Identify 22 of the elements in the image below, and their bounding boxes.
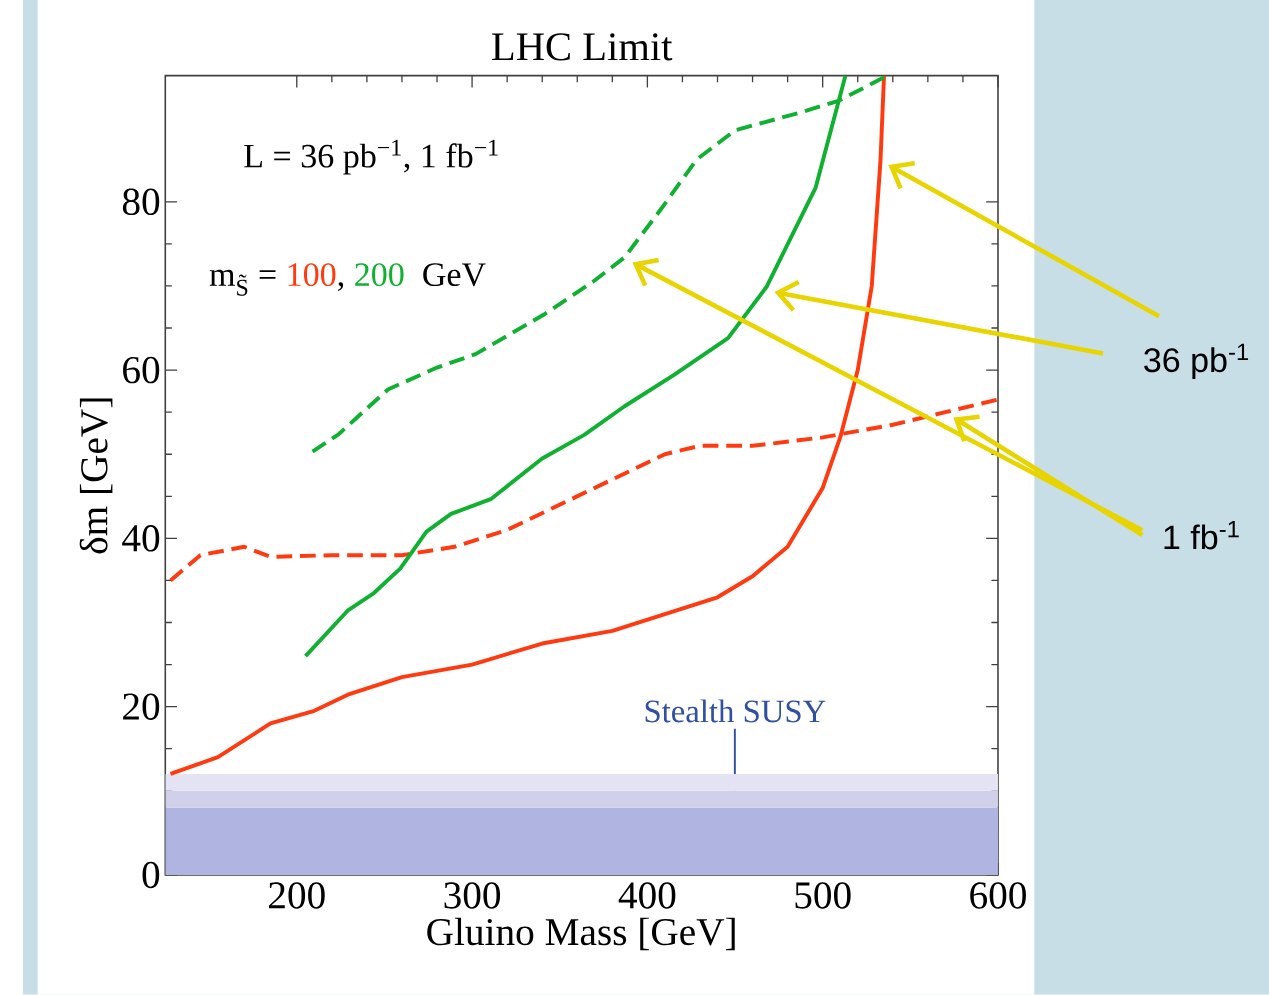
text: 200 — [355, 263, 404, 287]
text: 100 — [288, 263, 336, 287]
x-tick-label: 600 — [970, 882, 1026, 909]
y-tick-label: 80 — [122, 188, 160, 216]
x-tick-label: 200 — [269, 882, 325, 909]
text: 36 pb$^{-1}$ — [1144, 343, 1249, 380]
x-tick-label: 500 — [795, 882, 851, 909]
y-tick-label: 0 — [142, 861, 160, 889]
annotation: , — [338, 282, 344, 292]
y-tick-label: 40 — [122, 525, 160, 552]
chart-title: LHC Limit — [492, 33, 673, 61]
x-tick-label: 400 — [618, 882, 676, 909]
x-tick-label: 300 — [444, 882, 501, 909]
annotation: m$_{S̃}$ = — [209, 269, 276, 296]
annotation: GeV — [423, 263, 486, 287]
text: 1 fb$^{-1}$ — [1164, 521, 1239, 550]
band-label: Stealth SUSY — [645, 699, 826, 723]
annotation: L = 36 pb$^{−1}$, 1 fb$^{−1}$ — [244, 139, 498, 175]
x-axis-title: Gluino Mass [GeV] — [427, 917, 735, 951]
y-axis-title: δm [GeV] — [79, 398, 113, 554]
y-tick-label: 60 — [123, 356, 160, 384]
y-tick-label: 20 — [123, 693, 160, 721]
